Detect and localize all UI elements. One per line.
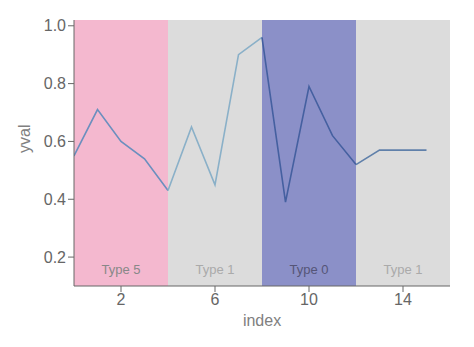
svg-text:Type 5: Type 5 <box>101 262 140 277</box>
svg-text:0.8: 0.8 <box>44 75 66 92</box>
svg-text:yval: yval <box>16 125 33 153</box>
svg-text:Type 1: Type 1 <box>195 262 234 277</box>
svg-text:index: index <box>243 312 281 329</box>
svg-text:10: 10 <box>300 291 318 308</box>
svg-text:0.2: 0.2 <box>44 249 66 266</box>
svg-text:0.4: 0.4 <box>44 191 66 208</box>
svg-text:0.6: 0.6 <box>44 133 66 150</box>
svg-text:1.0: 1.0 <box>44 17 66 34</box>
svg-text:Type 0: Type 0 <box>289 262 328 277</box>
svg-text:Type 1: Type 1 <box>383 262 422 277</box>
svg-text:6: 6 <box>211 291 220 308</box>
svg-text:14: 14 <box>394 291 412 308</box>
svg-text:2: 2 <box>117 291 126 308</box>
